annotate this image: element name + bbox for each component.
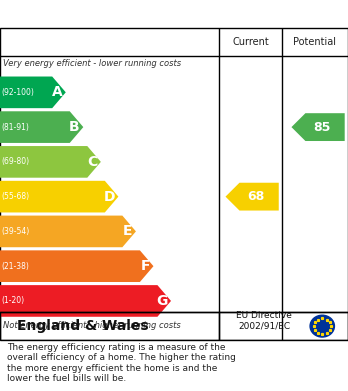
Circle shape: [310, 315, 334, 337]
Text: (81-91): (81-91): [2, 123, 30, 132]
Bar: [0, 312, 348, 340]
Text: A: A: [52, 85, 62, 99]
Text: G: G: [156, 294, 167, 308]
Polygon shape: [0, 77, 66, 108]
Text: Energy Efficiency Rating: Energy Efficiency Rating: [69, 7, 279, 22]
Text: C: C: [87, 155, 97, 169]
Text: 68: 68: [247, 190, 264, 203]
Text: F: F: [141, 259, 150, 273]
Text: The energy efficiency rating is a measure of the
overall efficiency of a home. T: The energy efficiency rating is a measur…: [7, 343, 236, 383]
Text: Current: Current: [232, 37, 269, 47]
Text: (69-80): (69-80): [2, 157, 30, 167]
Polygon shape: [0, 215, 136, 247]
Text: (1-20): (1-20): [2, 296, 25, 305]
Text: Not energy efficient - higher running costs: Not energy efficient - higher running co…: [3, 321, 181, 330]
Text: 85: 85: [313, 120, 330, 134]
Text: (55-68): (55-68): [2, 192, 30, 201]
Polygon shape: [226, 183, 279, 210]
Text: E: E: [123, 224, 133, 239]
Text: (39-54): (39-54): [2, 227, 30, 236]
Text: D: D: [103, 190, 115, 204]
Text: B: B: [69, 120, 80, 134]
Polygon shape: [291, 113, 345, 141]
Text: (92-100): (92-100): [2, 88, 34, 97]
Text: (21-38): (21-38): [2, 262, 30, 271]
Text: Very energy efficient - lower running costs: Very energy efficient - lower running co…: [3, 59, 182, 68]
Text: EU Directive
2002/91/EC: EU Directive 2002/91/EC: [236, 311, 292, 330]
Polygon shape: [0, 146, 101, 178]
Polygon shape: [0, 111, 83, 143]
Polygon shape: [0, 181, 118, 212]
Text: England & Wales: England & Wales: [17, 319, 149, 333]
Polygon shape: [0, 285, 171, 317]
Text: Potential: Potential: [293, 37, 337, 47]
Polygon shape: [0, 250, 153, 282]
